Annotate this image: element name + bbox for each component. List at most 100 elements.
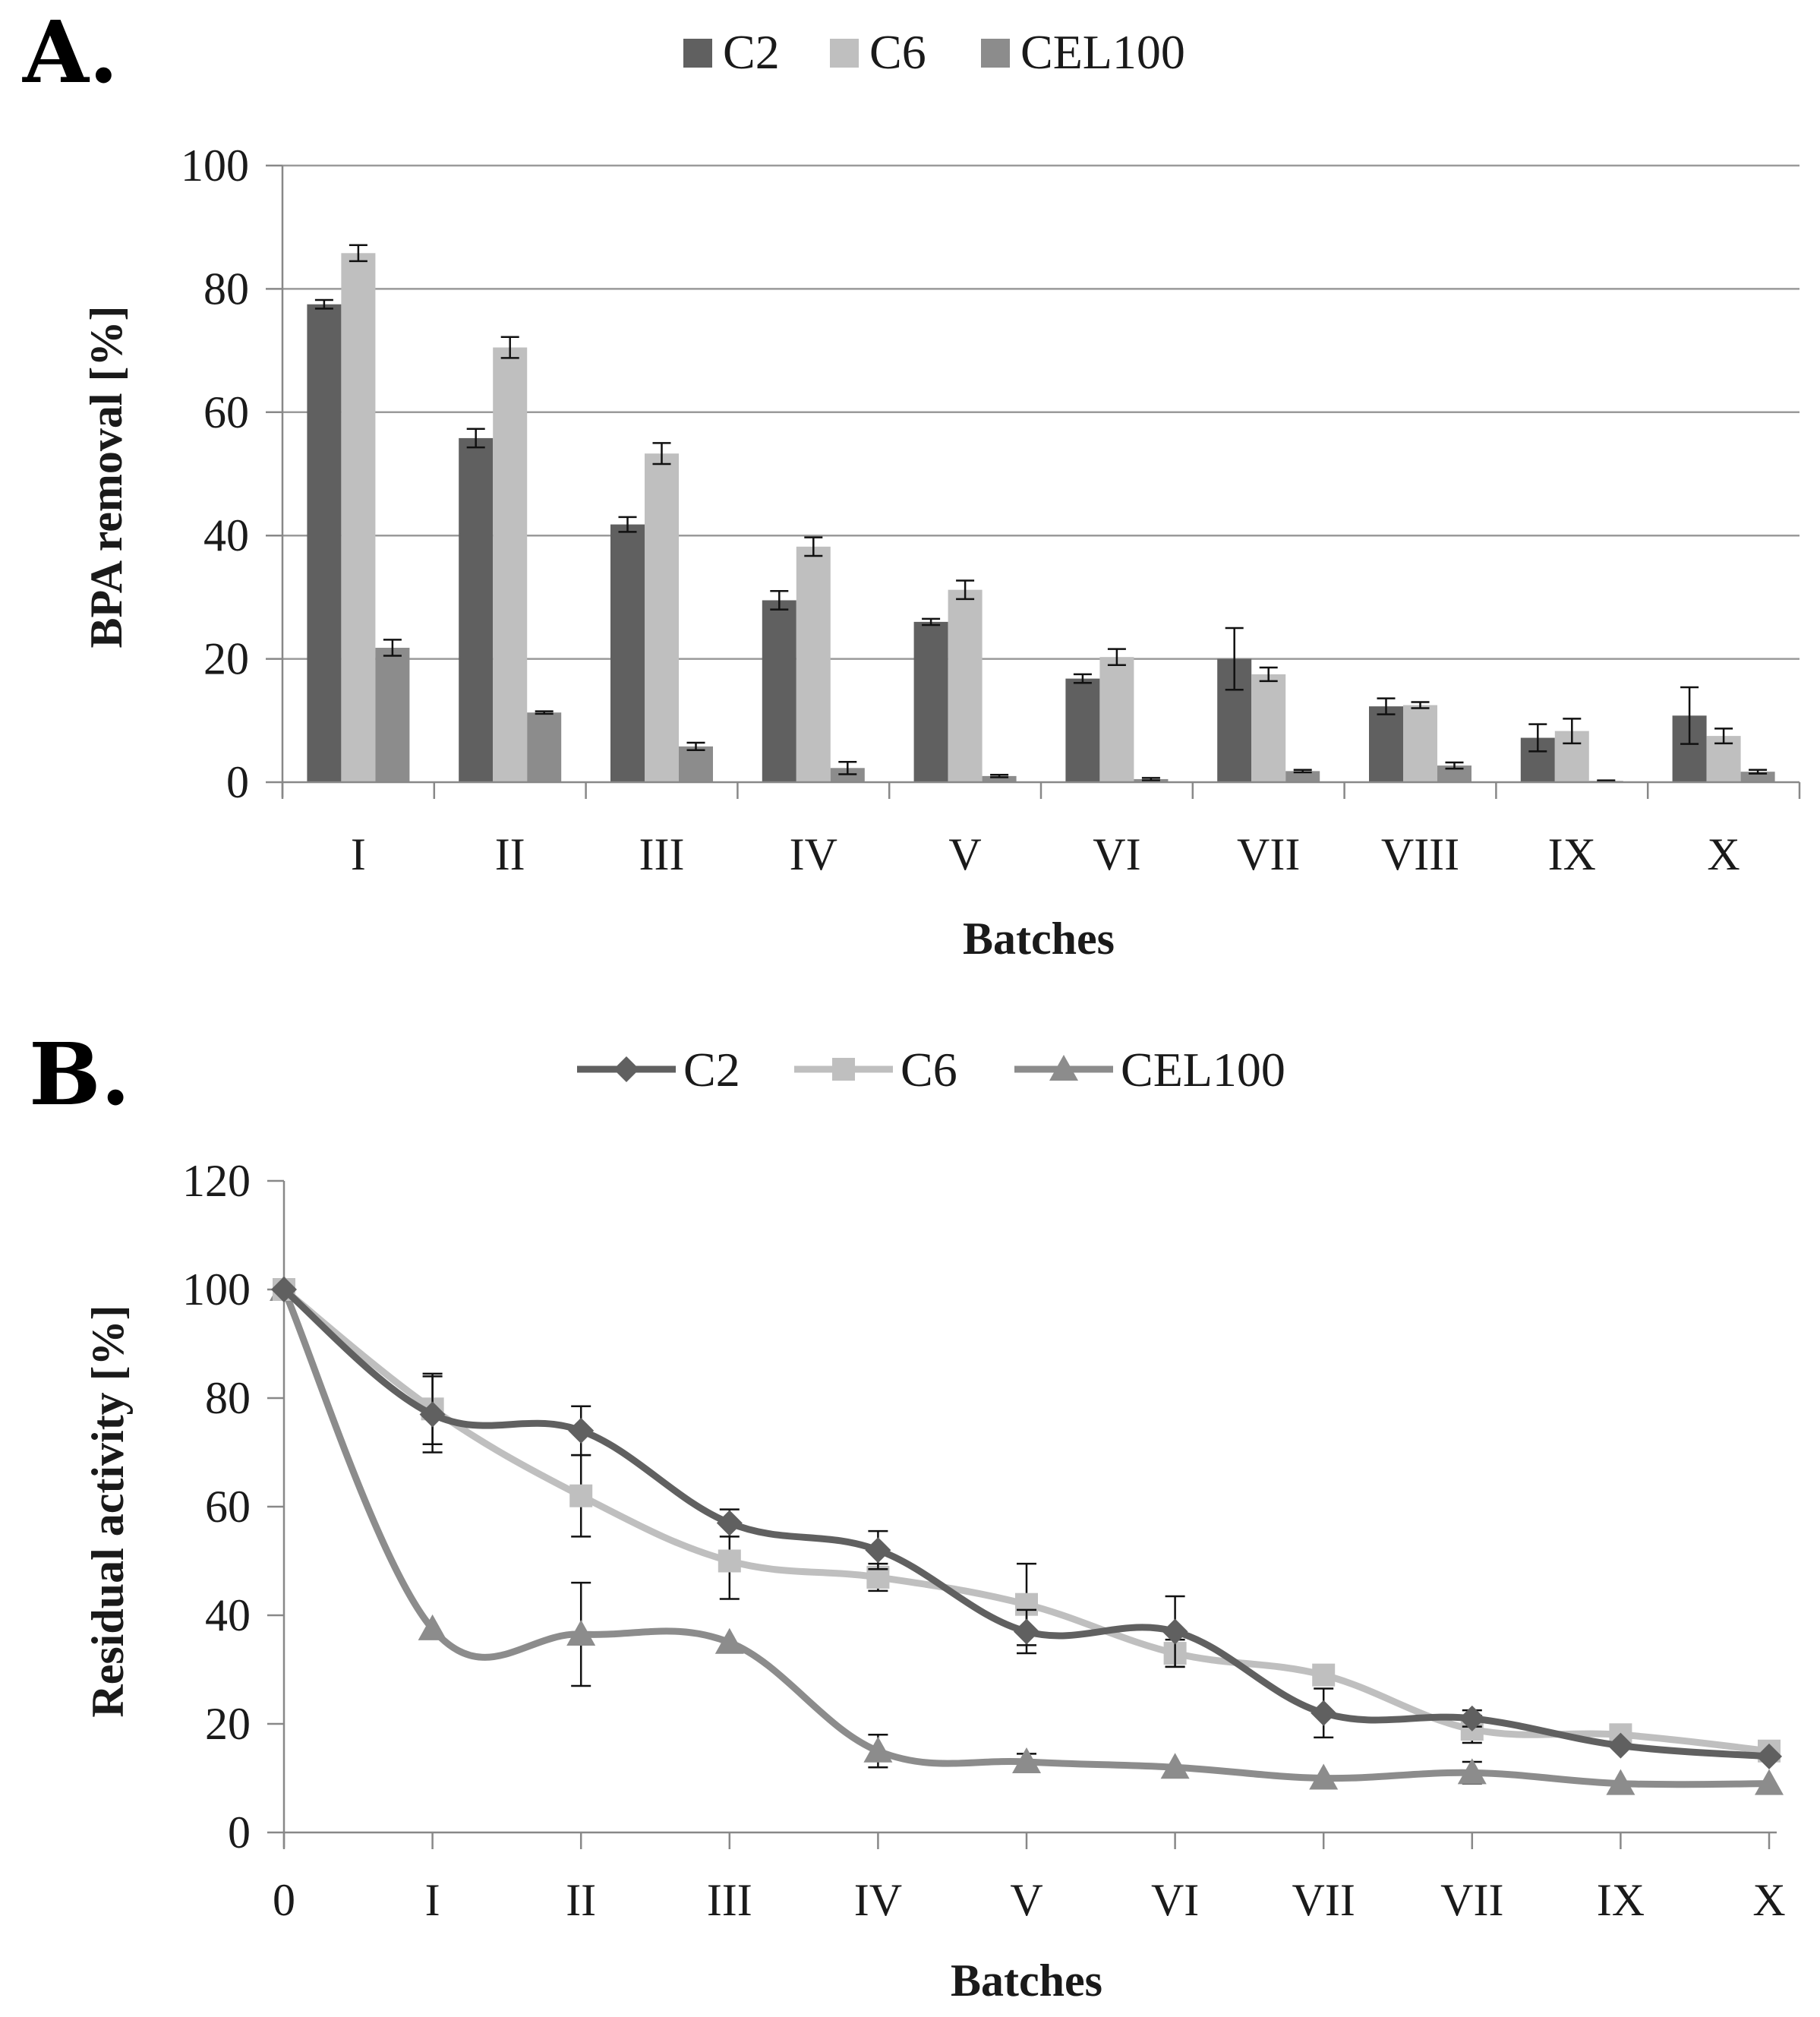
series-c2 xyxy=(271,1277,1782,1769)
bar-c6-iv xyxy=(796,546,831,782)
point-cel100-6 xyxy=(1160,1753,1190,1779)
x-tick-label-iv-4: IV xyxy=(854,1875,902,1925)
error-bar-cel100-ii xyxy=(535,710,554,715)
bar-c2-v xyxy=(913,621,948,782)
error-bar-cel100-i xyxy=(383,639,402,657)
error-bar-c6-vii xyxy=(1259,666,1278,683)
legend-item-c6: C6 xyxy=(794,1043,957,1097)
bar-c2-vi xyxy=(1065,678,1100,782)
point-c6-3 xyxy=(718,1549,741,1573)
error-bar-c2-vii xyxy=(1225,627,1244,691)
legend-item-cel100: CEL100 xyxy=(981,25,1185,79)
x-tick-label-vii-7: VII xyxy=(1292,1875,1355,1925)
error-bar-c2-iii xyxy=(618,516,637,533)
y-tick-label-60: 60 xyxy=(205,1482,251,1532)
error-bar-c2-x xyxy=(1680,686,1699,745)
legend-marker-c6 xyxy=(832,1058,855,1081)
x-tick-label-ii-2: II xyxy=(566,1875,596,1925)
panel-a-legend: C2 C6 CEL100 xyxy=(683,25,1185,79)
panel-b-y-axis-title: Residual activity [%] xyxy=(83,1305,133,1717)
x-tick-label-ix: IX xyxy=(1548,829,1596,879)
bar-cel100-v xyxy=(982,775,1017,782)
error-bar-c6-ix xyxy=(1563,718,1582,745)
error-bar-c6-i xyxy=(349,244,367,263)
panel-a-label: A. xyxy=(22,3,118,103)
point-c2-2 xyxy=(568,1417,595,1444)
x-tick-label-ii: II xyxy=(495,829,525,879)
line-cel100 xyxy=(280,1286,1773,1788)
point-c2-4 xyxy=(865,1537,891,1564)
x-tick-label-ix-9: IX xyxy=(1597,1875,1645,1925)
y-tick-label-0: 0 xyxy=(226,757,249,807)
panel-a-y-axis-title: BPA removal [%] xyxy=(81,305,131,648)
legend-item-cel100: CEL100 xyxy=(1014,1043,1285,1097)
legend-label-c6: C6 xyxy=(901,1043,957,1097)
point-c2-1 xyxy=(419,1401,446,1428)
point-c6-2 xyxy=(569,1484,593,1507)
y-tick-label-100: 100 xyxy=(181,140,249,191)
legend-marker-c2 xyxy=(614,1056,639,1082)
point-c2-10 xyxy=(1756,1743,1782,1769)
panel-a-bars xyxy=(307,244,1775,783)
point-cel100-2 xyxy=(566,1620,596,1646)
point-cel100-10 xyxy=(1755,1769,1784,1795)
point-c2-5 xyxy=(1014,1618,1039,1645)
legend-item-c2: C2 xyxy=(577,1043,740,1097)
point-c2-6 xyxy=(1162,1618,1188,1645)
legend-swatch-cel100 xyxy=(981,39,1010,68)
bar-cel100-viii xyxy=(1437,765,1471,782)
error-bar-c2-ix xyxy=(1528,723,1547,753)
y-tick-label-120: 120 xyxy=(182,1156,251,1206)
point-cel100-5 xyxy=(1012,1747,1041,1774)
legend-label-cel100: CEL100 xyxy=(1020,25,1185,79)
x-tick-label-iii: III xyxy=(639,829,685,879)
bar-c2-iv xyxy=(762,600,796,782)
bar-c2-iii xyxy=(610,524,645,782)
error-bar-c6-iv xyxy=(804,536,823,557)
bar-c2-ii xyxy=(459,437,494,782)
y-tick-label-80: 80 xyxy=(203,264,249,314)
error-bar-c2-iv xyxy=(770,590,789,611)
error-bar-c2-ii xyxy=(466,428,485,449)
y-tick-label-0: 0 xyxy=(228,1807,251,1858)
y-tick-label-60: 60 xyxy=(203,387,249,437)
point-c2-7 xyxy=(1311,1700,1337,1726)
error-bar-c6-v xyxy=(956,579,975,601)
point-cel100-4 xyxy=(863,1736,893,1763)
legend-item-c6: C6 xyxy=(830,25,926,79)
x-tick-label-vii: VII xyxy=(1237,829,1300,879)
series-c6 xyxy=(273,1278,1781,1763)
y-tick-label-20: 20 xyxy=(203,634,249,684)
x-tick-label-iv: IV xyxy=(790,829,837,879)
y-tick-label-100: 100 xyxy=(182,1264,251,1315)
y-tick-label-80: 80 xyxy=(205,1373,251,1423)
bar-c6-v xyxy=(948,589,983,782)
legend-swatch-c2 xyxy=(683,39,712,68)
bar-cel100-i xyxy=(375,647,410,782)
legend-label-c6: C6 xyxy=(869,25,926,79)
y-tick-label-20: 20 xyxy=(205,1699,251,1749)
panel-a-x-axis-title: Batches xyxy=(963,914,1115,964)
x-tick-label-vi-6: VI xyxy=(1151,1875,1199,1925)
bar-c6-ii xyxy=(493,347,528,782)
bar-cel100-ii xyxy=(527,712,562,782)
bar-c6-vii xyxy=(1251,674,1286,782)
point-c2-8 xyxy=(1459,1705,1485,1731)
panel-a-gridlines xyxy=(282,164,1799,660)
error-bar-cel100-v xyxy=(990,774,1009,778)
legend-item-c2: C2 xyxy=(683,25,780,79)
y-tick-label-40: 40 xyxy=(205,1590,251,1640)
legend-label-c2: C2 xyxy=(683,1043,740,1097)
point-cel100-9 xyxy=(1606,1769,1635,1795)
x-tick-label-i-1: I xyxy=(425,1875,440,1925)
bar-c2-viii xyxy=(1369,706,1403,782)
panel-b-series xyxy=(270,1275,1784,1795)
error-bar-cel100-viii xyxy=(1445,761,1464,770)
point-c2-9 xyxy=(1607,1732,1634,1759)
point-cel100-3 xyxy=(714,1627,744,1654)
error-bar-c2-viii xyxy=(1377,697,1396,715)
panel-b-x-axis-title: Batches xyxy=(951,1955,1102,2006)
error-bar-cel100-x xyxy=(1749,769,1768,775)
